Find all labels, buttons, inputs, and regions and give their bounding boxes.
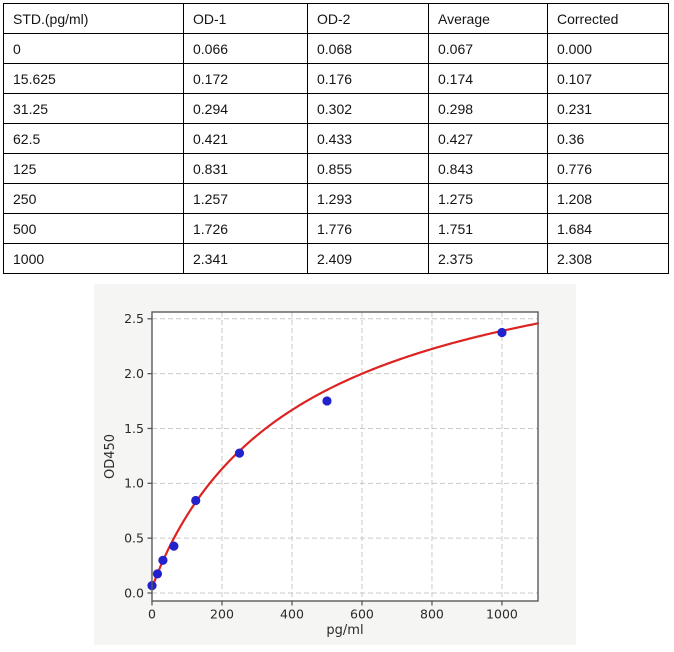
svg-text:200: 200 xyxy=(210,607,234,622)
cell-od2: 0.302 xyxy=(307,93,429,124)
cell-od1: 0.831 xyxy=(183,153,308,184)
cell-od2: 0.176 xyxy=(307,63,429,94)
cell-od1: 0.421 xyxy=(183,123,308,154)
cell-std: 15.625 xyxy=(3,63,184,94)
table-row: 1000 2.341 2.409 2.375 2.308 xyxy=(3,243,669,274)
cell-std: 500 xyxy=(3,213,184,244)
standard-curve-chart: 0 200 400 600 800 1000 0.0 0.5 1.0 1.5 2.0 2.5 pg/ml… xyxy=(103,311,540,638)
cell-average: 0.298 xyxy=(428,93,548,124)
cell-average: 0.067 xyxy=(428,33,548,64)
cell-od2: 0.855 xyxy=(307,153,429,184)
column-header-average: Average xyxy=(428,3,548,34)
column-header-od2: OD-2 xyxy=(307,3,429,34)
table-row: 62.5 0.421 0.433 0.427 0.36 xyxy=(3,123,669,154)
cell-od2: 1.776 xyxy=(307,213,429,244)
cell-std: 125 xyxy=(3,153,184,184)
cell-corrected: 1.684 xyxy=(547,213,669,244)
cell-std: 0 xyxy=(3,33,184,64)
table-row: 250 1.257 1.293 1.275 1.208 xyxy=(3,183,669,214)
cell-corrected: 0.000 xyxy=(547,33,669,64)
cell-od2: 0.433 xyxy=(307,123,429,154)
svg-text:0.5: 0.5 xyxy=(124,530,144,545)
cell-od2: 1.293 xyxy=(307,183,429,214)
cell-average: 2.375 xyxy=(428,243,548,274)
x-axis-label: pg/ml xyxy=(326,623,363,638)
cell-od1: 1.726 xyxy=(183,213,308,244)
table-row: 500 1.726 1.776 1.751 1.684 xyxy=(3,213,669,244)
cell-average: 0.843 xyxy=(428,153,548,184)
cell-od1: 0.294 xyxy=(183,93,308,124)
cell-std: 62.5 xyxy=(3,123,184,154)
column-header-od1: OD-1 xyxy=(183,3,308,34)
cell-corrected: 0.231 xyxy=(547,93,669,124)
cell-std: 31.25 xyxy=(3,93,184,124)
cell-corrected: 0.776 xyxy=(547,153,669,184)
table-header-row: STD.(pg/ml) OD-1 OD-2 Average Corrected xyxy=(3,3,669,34)
cell-od2: 2.409 xyxy=(307,243,429,274)
y-axis-label: OD450 xyxy=(103,434,118,479)
column-header-corrected: Corrected xyxy=(547,3,669,34)
cell-corrected: 2.308 xyxy=(547,243,669,274)
cell-od1: 0.172 xyxy=(183,63,308,94)
svg-text:2.0: 2.0 xyxy=(124,366,144,381)
cell-std: 1000 xyxy=(3,243,184,274)
cell-average: 0.174 xyxy=(428,63,548,94)
cell-od1: 1.257 xyxy=(183,183,308,214)
standard-curve-panel: 0 200 400 600 800 1000 0.0 0.5 1.0 1.5 2.0 2.5 pg/ml… xyxy=(94,284,576,645)
svg-text:800: 800 xyxy=(420,607,444,622)
cell-std: 250 xyxy=(3,183,184,214)
svg-text:400: 400 xyxy=(280,607,304,622)
svg-text:0: 0 xyxy=(148,607,156,622)
svg-text:0.0: 0.0 xyxy=(124,585,144,600)
table-row: 31.25 0.294 0.302 0.298 0.231 xyxy=(3,93,669,124)
cell-corrected: 0.107 xyxy=(547,63,669,94)
table-row: 125 0.831 0.855 0.843 0.776 xyxy=(3,153,669,184)
cell-od2: 0.068 xyxy=(307,33,429,64)
cell-average: 0.427 xyxy=(428,123,548,154)
svg-text:1000: 1000 xyxy=(486,607,518,622)
table-row: 0 0.066 0.068 0.067 0.000 xyxy=(3,33,669,64)
svg-text:600: 600 xyxy=(350,607,374,622)
svg-text:2.5: 2.5 xyxy=(124,311,144,326)
svg-text:1.0: 1.0 xyxy=(124,476,144,491)
cell-average: 1.275 xyxy=(428,183,548,214)
svg-text:1.5: 1.5 xyxy=(124,421,144,436)
table-row: 15.625 0.172 0.176 0.174 0.107 xyxy=(3,63,669,94)
cell-od1: 2.341 xyxy=(183,243,308,274)
standards-table: STD.(pg/ml) OD-1 OD-2 Average Corrected … xyxy=(3,3,669,274)
cell-corrected: 1.208 xyxy=(547,183,669,214)
cell-average: 1.751 xyxy=(428,213,548,244)
cell-corrected: 0.36 xyxy=(547,123,669,154)
cell-od1: 0.066 xyxy=(183,33,308,64)
column-header-std: STD.(pg/ml) xyxy=(3,3,184,34)
